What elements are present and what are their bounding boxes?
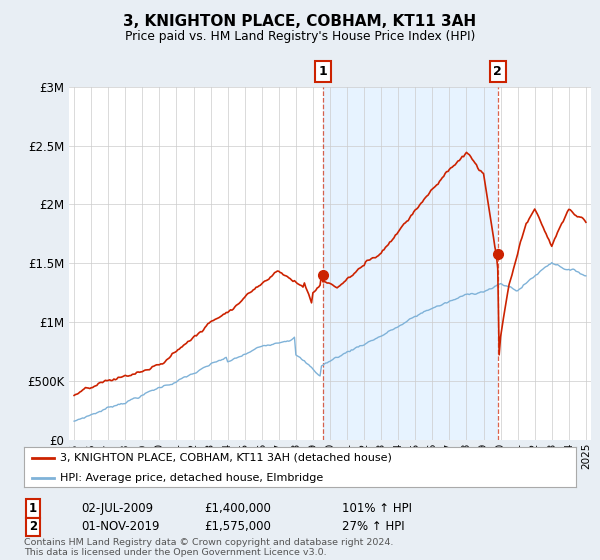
Text: Price paid vs. HM Land Registry's House Price Index (HPI): Price paid vs. HM Land Registry's House … xyxy=(125,30,475,43)
Text: £1,400,000: £1,400,000 xyxy=(204,502,271,515)
Bar xyxy=(323,87,498,440)
Text: 3, KNIGHTON PLACE, COBHAM, KT11 3AH: 3, KNIGHTON PLACE, COBHAM, KT11 3AH xyxy=(124,14,476,29)
Text: 2: 2 xyxy=(493,65,502,78)
Text: 1: 1 xyxy=(29,502,37,515)
Text: 01-NOV-2019: 01-NOV-2019 xyxy=(81,520,160,534)
Text: 2: 2 xyxy=(29,520,37,534)
Text: 02-JUL-2009: 02-JUL-2009 xyxy=(81,502,153,515)
Text: 101% ↑ HPI: 101% ↑ HPI xyxy=(342,502,412,515)
Text: 1: 1 xyxy=(319,65,327,78)
Text: Contains HM Land Registry data © Crown copyright and database right 2024.
This d: Contains HM Land Registry data © Crown c… xyxy=(24,538,394,557)
Text: HPI: Average price, detached house, Elmbridge: HPI: Average price, detached house, Elmb… xyxy=(60,473,323,483)
Text: 3, KNIGHTON PLACE, COBHAM, KT11 3AH (detached house): 3, KNIGHTON PLACE, COBHAM, KT11 3AH (det… xyxy=(60,453,392,463)
Text: £1,575,000: £1,575,000 xyxy=(204,520,271,534)
Text: 27% ↑ HPI: 27% ↑ HPI xyxy=(342,520,404,534)
